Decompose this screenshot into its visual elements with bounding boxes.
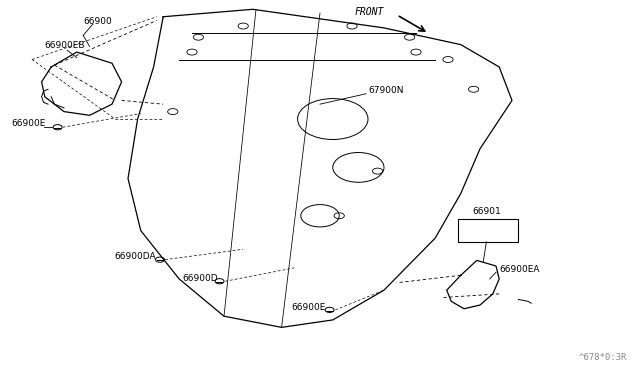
Text: 66900EB: 66900EB: [45, 41, 85, 50]
Text: 66900D: 66900D: [182, 274, 218, 283]
Text: 66900: 66900: [83, 17, 112, 26]
Text: 67900N: 67900N: [368, 86, 403, 95]
Text: 66900E: 66900E: [291, 302, 326, 311]
Text: ^678*0:3R: ^678*0:3R: [579, 353, 627, 362]
Text: FRONT: FRONT: [355, 7, 384, 17]
Text: 66900DA: 66900DA: [114, 251, 156, 260]
Text: 66900E: 66900E: [12, 119, 46, 128]
Text: 66901: 66901: [472, 207, 501, 216]
Text: 66900EA: 66900EA: [499, 264, 540, 273]
